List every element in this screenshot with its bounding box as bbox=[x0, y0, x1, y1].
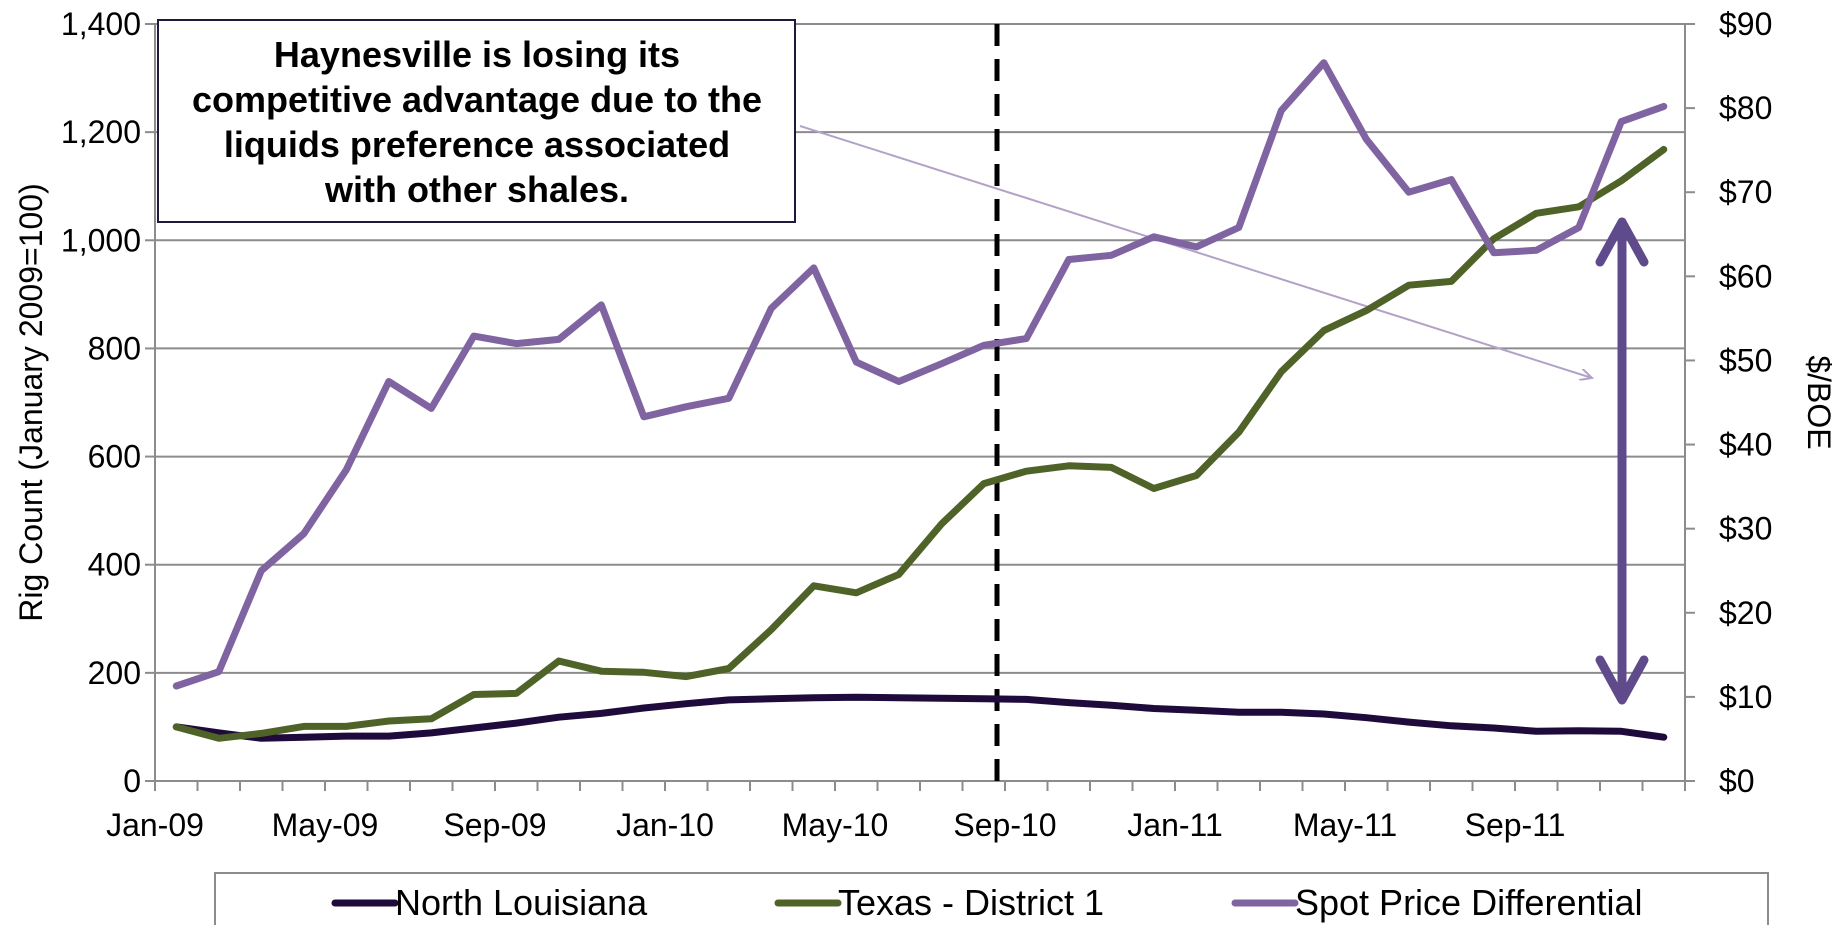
gap-arrow-head-down bbox=[1595, 655, 1649, 705]
y-right-tick-label: $90 bbox=[1719, 6, 1772, 42]
y-right-tick-label: $80 bbox=[1719, 90, 1772, 126]
y-left-tick-label: 1,400 bbox=[61, 6, 141, 42]
y-right-tick-label: $40 bbox=[1719, 427, 1772, 463]
gap-arrow-head-up bbox=[1595, 217, 1649, 267]
x-tick-label: Sep-11 bbox=[1465, 807, 1566, 843]
x-tick-label: May-10 bbox=[782, 807, 889, 843]
x-tick-label: May-09 bbox=[272, 807, 379, 843]
y-left-tick-label: 200 bbox=[88, 655, 141, 691]
y-left-tick-label: 600 bbox=[88, 439, 141, 475]
trend-arrow bbox=[799, 125, 1592, 378]
x-tick-label: Jan-09 bbox=[106, 807, 204, 843]
y-left-tick-label: 400 bbox=[88, 547, 141, 583]
series-line-north-louisiana bbox=[172, 693, 1668, 742]
y-left-tick-label: 1,200 bbox=[61, 114, 141, 150]
x-tick-label: Sep-09 bbox=[443, 807, 546, 843]
x-tick-label: Sep-10 bbox=[953, 807, 1056, 843]
x-tick-label: Jan-10 bbox=[616, 807, 714, 843]
y-right-tick-label: $0 bbox=[1719, 763, 1755, 799]
x-tick-label: Jan-11 bbox=[1127, 807, 1222, 843]
y-right-tick-label: $60 bbox=[1719, 258, 1772, 294]
y-left-tick-label: 0 bbox=[123, 763, 141, 799]
y-right-tick-label: $70 bbox=[1719, 174, 1772, 210]
y-right-tick-label: $10 bbox=[1719, 679, 1772, 715]
callout-box bbox=[157, 19, 796, 223]
series-line-texas-district-1 bbox=[172, 145, 1668, 742]
legend-label: Texas - District 1 bbox=[838, 882, 1104, 923]
legend-label: Spot Price Differential bbox=[1295, 882, 1643, 923]
y-left-tick-label: 1,000 bbox=[61, 222, 141, 258]
y-right-tick-label: $20 bbox=[1719, 595, 1772, 631]
y-right-tick-label: $30 bbox=[1719, 511, 1772, 547]
callout-text-line: with other shales. bbox=[324, 169, 629, 210]
legend-box bbox=[214, 872, 1769, 930]
series-line-spot-price-differential bbox=[172, 59, 1668, 690]
y-left-tick-label: 800 bbox=[88, 330, 141, 366]
y-left-axis-title: Rig Count (January 2009=100) bbox=[13, 183, 49, 622]
callout-text-line: competitive advantage due to the bbox=[192, 79, 762, 120]
y-right-axis-title: $/BOE bbox=[1801, 355, 1834, 449]
callout-text-line: liquids preference associated bbox=[224, 124, 730, 165]
legend-label: North Louisiana bbox=[395, 882, 648, 923]
callout-text-line: Haynesville is losing its bbox=[274, 34, 680, 75]
x-tick-label: May-11 bbox=[1293, 807, 1397, 843]
y-right-tick-label: $50 bbox=[1719, 342, 1772, 378]
